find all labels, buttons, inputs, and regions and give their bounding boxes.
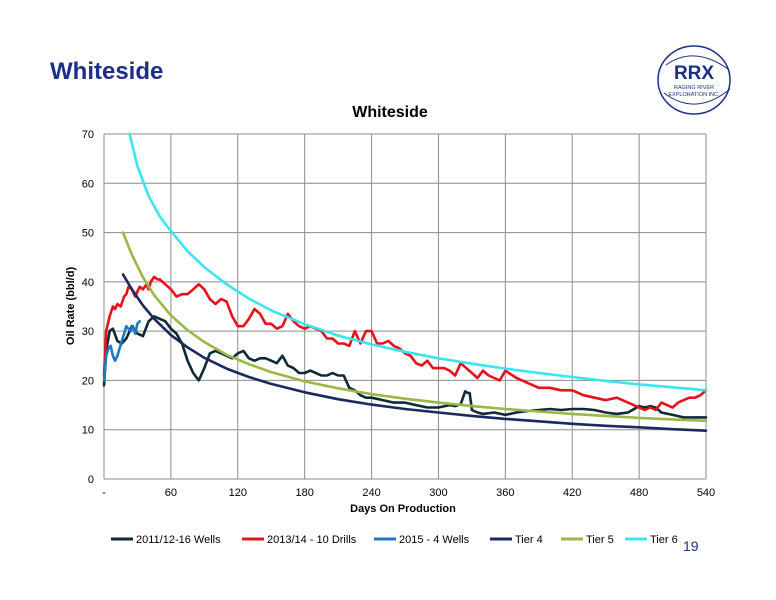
legend-label-tier-5: Tier 5 [586, 534, 614, 546]
y-tick-label: 20 [82, 375, 94, 387]
legend-label-tier-6: Tier 6 [650, 534, 678, 546]
x-axis-ticks: - 60 120 180 240 300 360 420 480 540 [102, 487, 715, 499]
logo-main-text: RRX [674, 63, 714, 84]
y-axis-label: Oil Rate (bbl/d) [65, 267, 77, 346]
x-tick-label: 480 [630, 487, 648, 499]
logo-line2-text: EXPLORATION INC. [668, 92, 720, 98]
page-number: 19 [683, 538, 699, 554]
x-tick-label: 120 [229, 487, 247, 499]
x-axis-label: Days On Production [350, 503, 456, 515]
series-line-2015-4-wells [102, 319, 141, 382]
logo-swirl-bottom [663, 88, 731, 105]
chart-series [102, 132, 708, 433]
chart-title: Whiteside [352, 104, 428, 121]
y-tick-label: 50 [82, 228, 94, 240]
x-tick-label: 540 [697, 487, 715, 499]
y-tick-label: 0 [88, 474, 94, 486]
series-line-tier-5 [121, 231, 708, 423]
x-tick-label: 180 [295, 487, 313, 499]
legend-label-tier-4: Tier 4 [515, 534, 543, 546]
legend-label-2015-4-wells: 2015 - 4 Wells [399, 534, 470, 546]
page-title: Whiteside [50, 58, 164, 85]
y-tick-label: 60 [82, 178, 94, 190]
chart-legend: 2011/12-16 Wells 2013/14 - 10 Drills 2015 … [111, 534, 678, 546]
x-tick-label: 60 [165, 487, 177, 499]
y-tick-label: 40 [82, 277, 94, 289]
x-tick-label: 240 [362, 487, 380, 499]
rrx-logo-icon: RRX RAGING RIVER EXPLORATION INC. [657, 45, 731, 115]
y-tick-label: 10 [82, 425, 94, 437]
logo-swirl-top [665, 55, 729, 70]
legend-label-2013-14-10-drills: 2013/14 - 10 Drills [267, 534, 357, 546]
chart-grid [103, 133, 707, 480]
legend-label-2011-12-16-wells: 2011/12-16 Wells [136, 534, 221, 546]
x-tick-label: - [102, 487, 106, 499]
x-tick-label: 420 [563, 487, 581, 499]
y-axis-ticks: 0 10 20 30 40 50 60 70 [82, 129, 94, 486]
x-tick-label: 300 [429, 487, 447, 499]
logo-line1-text: RAGING RIVER [674, 85, 714, 91]
y-tick-label: 70 [82, 129, 94, 141]
x-tick-label: 360 [496, 487, 514, 499]
series-line-tier-6 [128, 132, 708, 392]
y-tick-label: 30 [82, 326, 94, 338]
logo-swirl-outer [657, 45, 731, 115]
series-line-tier-4 [121, 273, 708, 433]
series-line-2011-12-16-wells [102, 315, 708, 419]
series-line-2013-14-10-drills [102, 275, 708, 412]
